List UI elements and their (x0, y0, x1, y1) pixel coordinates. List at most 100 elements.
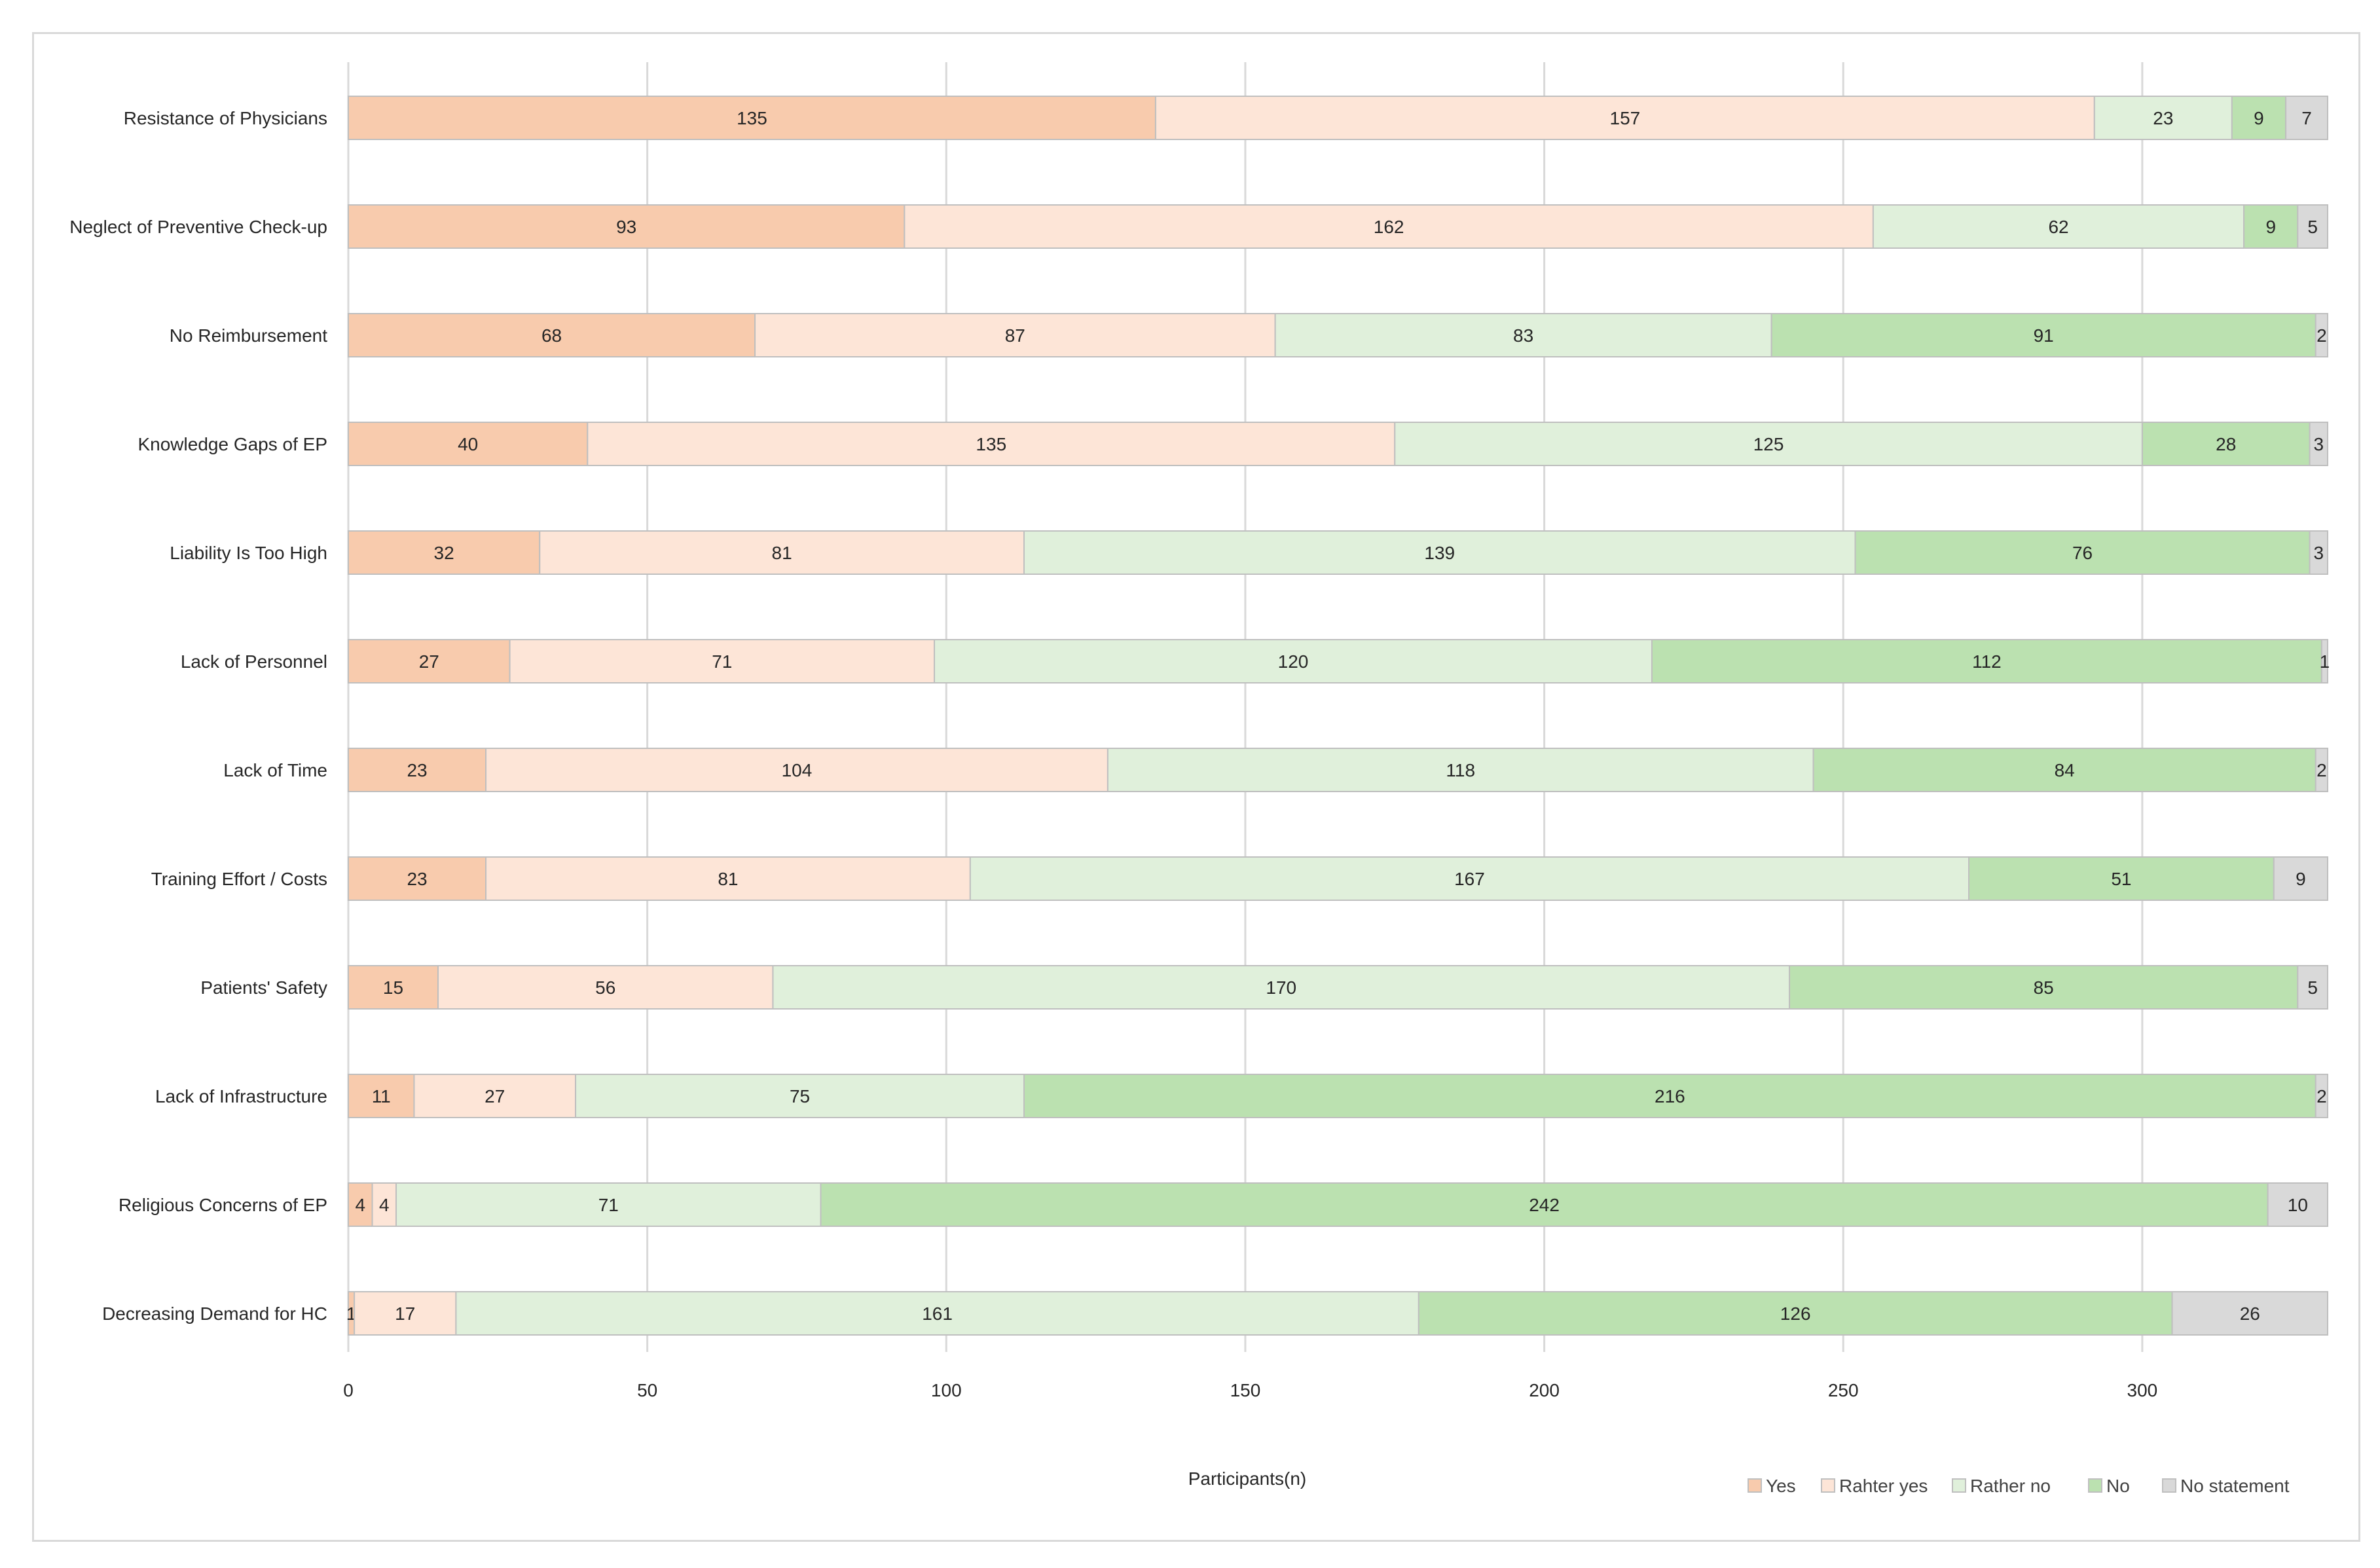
bar-value-label: 2 (2316, 325, 2327, 346)
bar-value-label: 28 (2216, 434, 2236, 454)
category-label: Resistance of Physicians (124, 108, 327, 128)
bar-segment (1394, 422, 2143, 466)
bar-segment (348, 96, 1156, 140)
bar-segment (395, 1182, 822, 1227)
bar-value-label: 118 (1446, 760, 1475, 780)
category-label: Decreasing Demand for HC (102, 1304, 327, 1324)
category-label: Training Effort / Costs (151, 869, 327, 889)
bar-value-label: 23 (2153, 108, 2173, 128)
legend-swatch (1952, 1478, 1966, 1493)
legend-label: Yes (1766, 1476, 1796, 1496)
bar-segment (2231, 96, 2287, 140)
x-tick-label: 0 (343, 1380, 354, 1400)
bar-value-label: 32 (434, 543, 454, 563)
bar-value-label: 87 (1005, 325, 1025, 346)
legend-label: Rahter yes (1839, 1476, 1928, 1496)
bar-segment (2267, 1182, 2328, 1227)
bar-value-label: 81 (718, 869, 738, 889)
bar-value-label: 135 (737, 108, 767, 128)
legend-label: No (2106, 1476, 2130, 1496)
bar-segment (2309, 422, 2329, 466)
category-label: Neglect of Preventive Check-up (69, 217, 327, 237)
legend-swatch (2088, 1478, 2102, 1493)
bar-segment (371, 1182, 397, 1227)
bar-segment (348, 313, 756, 357)
bar-value-label: 84 (2055, 760, 2075, 780)
bar-value-label: 93 (616, 217, 636, 237)
bar-value-label: 2 (2316, 760, 2327, 780)
bar-segment (2093, 96, 2233, 140)
bar-value-label: 15 (383, 977, 403, 998)
bar-value-label: 7 (2301, 108, 2312, 128)
x-tick-label: 100 (931, 1380, 962, 1400)
bar-value-label: 216 (1655, 1086, 1685, 1106)
bar-segment (2273, 856, 2329, 901)
bar-value-label: 126 (1780, 1304, 1811, 1324)
bar-segment (348, 965, 439, 1010)
bar-segment (2315, 313, 2328, 357)
category-label: Lack of Infrastructure (155, 1086, 327, 1106)
bar-segment (969, 856, 1970, 901)
bar-value-label: 27 (419, 651, 439, 672)
bar-value-label: 75 (790, 1086, 810, 1106)
legend: Yes Rahter yes Rather no No No statement (1748, 1476, 2290, 1496)
legend-label: Rather no (1970, 1476, 2051, 1496)
bar-segment (1854, 530, 2311, 575)
bar-segment (2285, 96, 2329, 140)
category-labels: Resistance of Physicians Neglect of Preve… (69, 108, 327, 1324)
bar-value-label: 2 (2316, 1086, 2327, 1106)
bar-segment (509, 639, 936, 684)
bar-segment (485, 748, 1108, 792)
category-label: Lack of Personnel (181, 651, 327, 672)
legend-swatch (1821, 1478, 1835, 1493)
bar-value-label: 83 (1513, 325, 1533, 346)
bar-value-label: 112 (1972, 651, 2002, 672)
bar-value-label: 161 (922, 1304, 953, 1324)
bar-segment (348, 639, 511, 684)
bar-value-label: 40 (458, 434, 478, 454)
bar-value-label: 10 (2288, 1195, 2308, 1215)
bar-value-label: 242 (1529, 1195, 1560, 1215)
x-axis-title: Participants(n) (1188, 1468, 1307, 1489)
bar-value-label: 1 (2320, 651, 2330, 672)
x-tick-label: 300 (2127, 1380, 2158, 1400)
bar-segment (754, 313, 1276, 357)
bar-value-label: 135 (976, 434, 1006, 454)
bar-value-label: 167 (1454, 869, 1485, 889)
bar-value-label: 71 (712, 651, 732, 672)
bar-segment (413, 1074, 577, 1118)
bar-segment (348, 530, 541, 575)
bar-value-label: 4 (355, 1195, 365, 1215)
bar-segment (1023, 1074, 2316, 1118)
category-label: Liability Is Too High (170, 543, 327, 563)
category-label: No Reimbursement (170, 325, 327, 346)
bar-segment (2315, 748, 2328, 792)
bar-segment (2297, 204, 2329, 249)
bar-value-label: 27 (485, 1086, 505, 1106)
category-label: Religious Concerns of EP (119, 1195, 327, 1215)
bar-segment (1023, 530, 1856, 575)
bar-segment (1418, 1291, 2173, 1336)
bar-value-label: 9 (2296, 869, 2306, 889)
legend-swatch (1748, 1478, 1762, 1493)
bar-value-label: 170 (1266, 977, 1296, 998)
bar-segment (587, 422, 1396, 466)
x-tick-label: 150 (1230, 1380, 1261, 1400)
bar-value-label: 4 (379, 1195, 390, 1215)
bar-value-label: 81 (772, 543, 792, 563)
bar-segment (1812, 748, 2316, 792)
bar-segment (2309, 530, 2329, 575)
bar-value-label: 3 (2314, 543, 2324, 563)
bar-segment (2141, 422, 2311, 466)
category-label: Lack of Time (223, 760, 327, 780)
bar-value-label: 139 (1424, 543, 1455, 563)
bar-segment (1872, 204, 2245, 249)
legend-swatch (2162, 1478, 2176, 1493)
bar-value-label: 5 (2307, 217, 2318, 237)
bar-value-label: 157 (1610, 108, 1641, 128)
bar-segment (485, 856, 971, 901)
bar-segment (772, 965, 1791, 1010)
bar-value-label: 125 (1753, 434, 1784, 454)
x-tick-label: 200 (1529, 1380, 1560, 1400)
